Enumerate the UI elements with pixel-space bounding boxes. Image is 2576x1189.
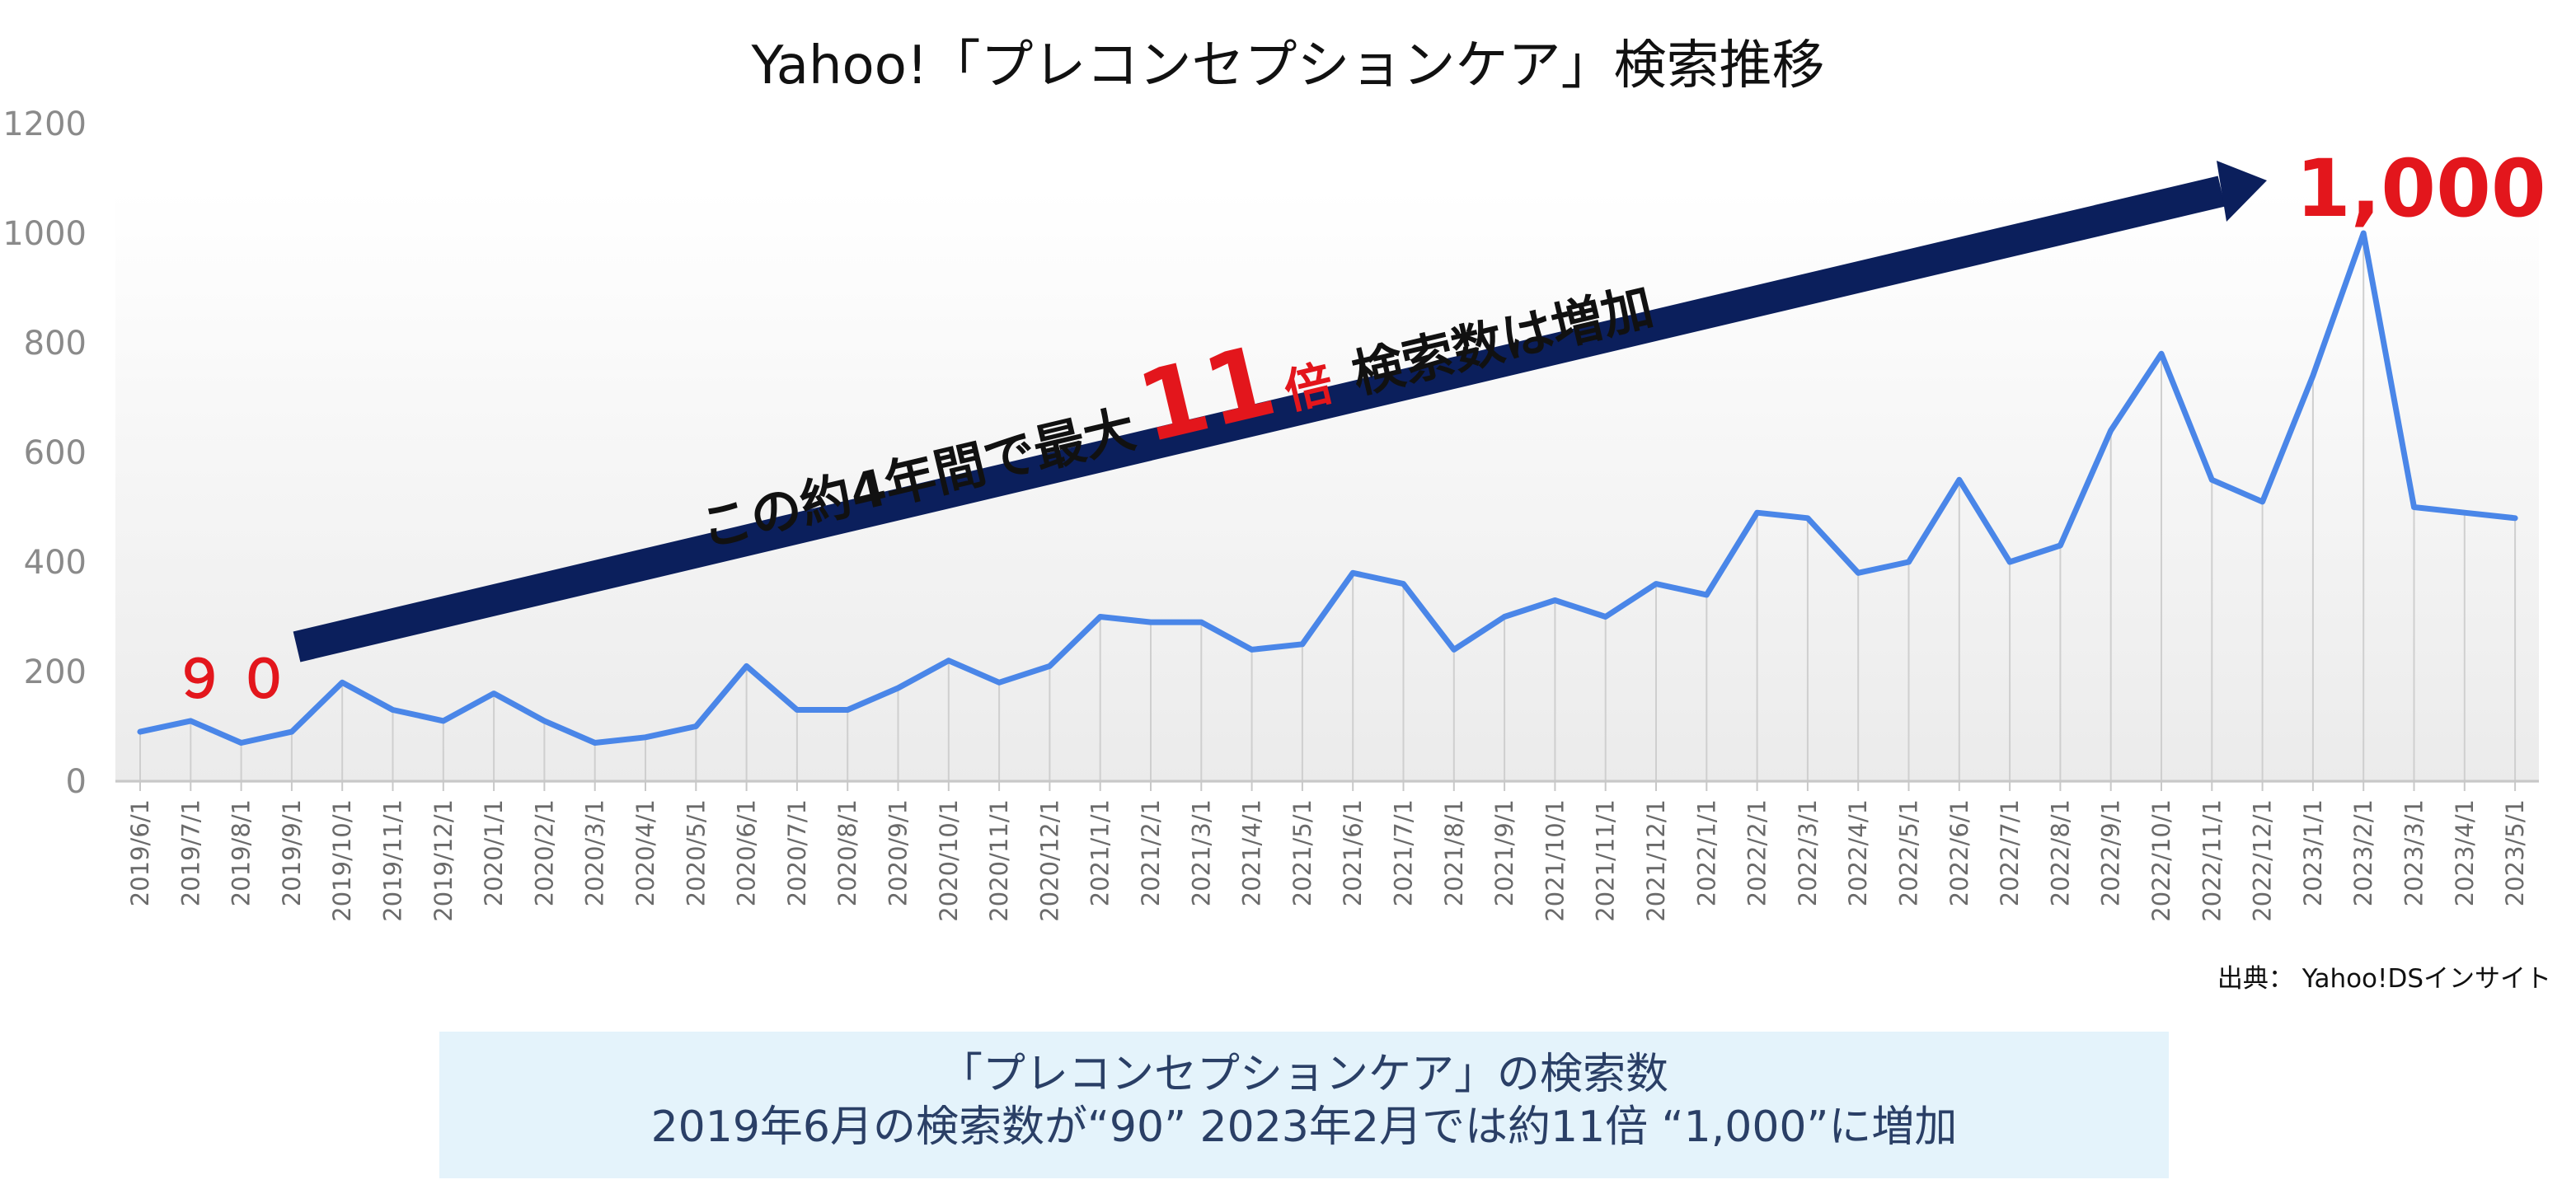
x-tick-label: 2022/1/1 — [1692, 799, 1720, 906]
x-tick-label: 2022/9/1 — [2097, 799, 2125, 906]
x-tick-label: 2021/10/1 — [1541, 799, 1569, 922]
y-tick-label: 0 — [66, 763, 87, 801]
x-tick-label: 2021/7/1 — [1390, 799, 1418, 906]
x-tick-label: 2022/12/1 — [2249, 799, 2277, 922]
x-tick-label: 2023/2/1 — [2349, 799, 2377, 906]
series-line — [137, 230, 2518, 746]
y-tick-label: 600 — [24, 434, 87, 472]
start-value-label: ９０ — [173, 649, 302, 710]
x-tick-label: 2023/1/1 — [2299, 799, 2327, 906]
x-tick-label: 2023/4/1 — [2451, 799, 2479, 906]
x-tick-label: 2020/12/1 — [1035, 799, 1063, 922]
source-note: 出典： Yahoo!DSインサイト — [2217, 964, 2551, 994]
drop-lines — [139, 233, 2517, 781]
x-tick-label: 2019/6/1 — [126, 799, 154, 906]
x-tick-label: 2022/6/1 — [1945, 799, 1973, 906]
y-tick-label: 1200 — [2, 105, 87, 143]
x-tick-label: 2022/11/1 — [2198, 799, 2226, 922]
x-tick-label: 2019/7/1 — [176, 799, 204, 906]
y-tick-label: 200 — [24, 653, 87, 691]
x-tick-label: 2021/6/1 — [1339, 799, 1367, 906]
x-tick-label: 2019/11/1 — [379, 799, 407, 922]
x-tick-label: 2022/8/1 — [2046, 799, 2074, 906]
x-tick-label: 2022/5/1 — [1895, 799, 1923, 906]
x-tick-label: 2022/7/1 — [1996, 799, 2024, 906]
x-tick-label: 2020/10/1 — [935, 799, 963, 922]
info-line-2: 2019年6月の検索数が“90” 2023年2月では約11倍 “1,000”に増… — [650, 1102, 1958, 1152]
x-tick-label: 2021/3/1 — [1187, 799, 1215, 906]
peak-value-label: 1,000 — [2296, 143, 2546, 235]
x-tick-label: 2021/12/1 — [1642, 799, 1670, 922]
y-axis: 0 200 400 600 800 1000 1200 — [2, 105, 87, 801]
x-tick-label: 2021/11/1 — [1592, 799, 1620, 922]
x-tick-label: 2020/2/1 — [530, 799, 558, 906]
chart-title: Yahoo!「プレコンセプションケア」検索推移 — [751, 35, 1825, 96]
x-tick-label: 2021/1/1 — [1086, 799, 1114, 906]
y-tick-label: 800 — [24, 325, 87, 363]
x-tick-label: 2022/2/1 — [1743, 799, 1771, 906]
x-tick-label: 2023/3/1 — [2400, 799, 2428, 906]
plot-background — [115, 190, 2539, 783]
y-tick-label: 1000 — [2, 215, 87, 253]
trend-arrow — [293, 161, 2267, 662]
x-tick-label: 2022/10/1 — [2147, 799, 2175, 922]
x-tick-label: 2020/11/1 — [985, 799, 1013, 922]
x-axis: 2019/6/1 2019/7/1 2019/8/1 2019/9/1 2019/10/… — [126, 781, 2529, 922]
x-tick-label: 2021/9/1 — [1490, 799, 1518, 906]
x-tick-label: 2019/9/1 — [278, 799, 306, 906]
x-tick-label: 2023/5/1 — [2501, 799, 2529, 906]
x-tick-label: 2021/5/1 — [1288, 799, 1316, 906]
x-tick-label: 2020/7/1 — [783, 799, 811, 906]
x-tick-label: 2020/5/1 — [682, 799, 710, 906]
x-tick-label: 2021/2/1 — [1137, 799, 1165, 906]
x-tick-label: 2021/8/1 — [1440, 799, 1468, 906]
y-tick-label: 400 — [24, 544, 87, 582]
x-tick-label: 2019/10/1 — [328, 799, 356, 922]
x-tick-label: 2022/3/1 — [1794, 799, 1822, 906]
x-tick-label: 2020/4/1 — [631, 799, 659, 906]
x-tick-label: 2021/4/1 — [1238, 799, 1266, 906]
x-tick-label: 2020/9/1 — [884, 799, 913, 906]
trend-arrow-shaft — [293, 176, 2226, 662]
trend-arrow-head — [2217, 161, 2267, 222]
x-tick-label: 2019/8/1 — [228, 799, 256, 906]
x-tick-label: 2020/8/1 — [833, 799, 861, 906]
info-box: 「プレコンセプションケア」の検索数 2019年6月の検索数が“90” 2023年… — [439, 1032, 2169, 1178]
x-tick-label: 2022/4/1 — [1844, 799, 1872, 906]
info-line-1: 「プレコンセプションケア」の検索数 — [939, 1050, 1668, 1099]
x-tick-label: 2020/6/1 — [733, 799, 761, 906]
x-tick-label: 2020/1/1 — [480, 799, 508, 906]
x-tick-label: 2020/3/1 — [581, 799, 609, 906]
x-tick-label: 2019/12/1 — [429, 799, 457, 922]
